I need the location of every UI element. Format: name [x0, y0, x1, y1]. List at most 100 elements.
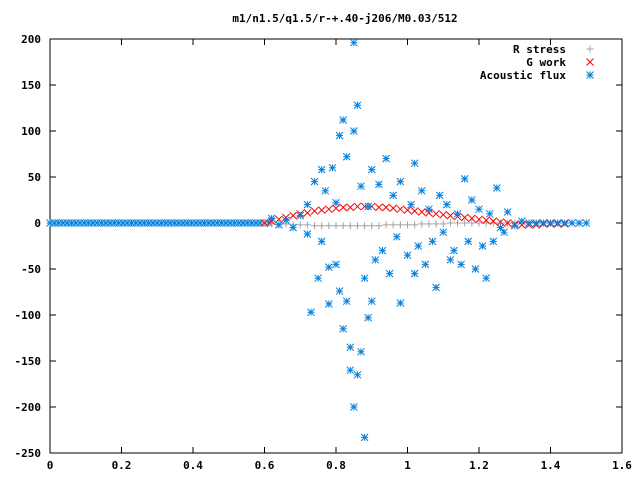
g-work-point: [303, 209, 312, 217]
acoustic-flux-point: [432, 283, 440, 292]
y-tick-label: 200: [21, 33, 41, 46]
x-tick-label: 1.2: [469, 459, 489, 472]
x-tick-label: 0: [47, 459, 54, 472]
acoustic-flux-point: [339, 116, 348, 124]
acoustic-flux-point: [396, 299, 405, 307]
acoustic-flux-point: [367, 297, 376, 306]
legend-label: R stress: [513, 43, 566, 56]
y-tick-label: -250: [15, 447, 42, 460]
acoustic-flux-point: [367, 165, 376, 174]
r-stress-point: [375, 222, 383, 230]
x-tick-label: 0.2: [112, 459, 132, 472]
acoustic-flux-point: [421, 260, 430, 269]
acoustic-flux-point: [575, 219, 583, 227]
x-tick-label: 1.4: [541, 459, 561, 472]
acoustic-flux-point: [303, 230, 312, 238]
r-stress-point: [411, 221, 419, 229]
acoustic-flux-point: [350, 403, 358, 411]
g-work-point: [425, 209, 433, 217]
acoustic-flux-point: [478, 242, 487, 250]
g-work-point: [460, 213, 469, 222]
series-1: [260, 202, 569, 229]
acoustic-flux-point: [410, 159, 419, 168]
acoustic-flux-point: [503, 208, 512, 216]
y-tick-label: 50: [28, 171, 41, 184]
g-work-point: [324, 205, 333, 214]
acoustic-flux-point: [353, 370, 362, 379]
r-stress-point: [404, 221, 411, 229]
acoustic-flux-point: [403, 251, 412, 260]
acoustic-flux-point: [303, 200, 312, 209]
r-stress-point: [346, 222, 354, 230]
g-work-point: [396, 205, 405, 214]
r-stress-point: [339, 222, 347, 230]
y-tick-label: -100: [15, 309, 42, 322]
acoustic-flux-point: [378, 246, 387, 255]
acoustic-flux-point: [553, 219, 562, 227]
acoustic-flux-point: [539, 219, 548, 227]
acoustic-flux-point: [371, 255, 380, 264]
series-2: [267, 38, 591, 442]
g-work-point: [496, 218, 505, 226]
g-work-point: [375, 203, 383, 212]
g-work-point: [382, 203, 390, 212]
x-tick-label: 1.6: [612, 459, 632, 472]
g-work-point: [346, 203, 355, 212]
acoustic-flux-point: [428, 237, 437, 246]
x-tick-label: 0.4: [183, 459, 203, 472]
r-stress-point: [296, 221, 304, 229]
g-work-point: [410, 207, 419, 215]
acoustic-flux-point: [317, 165, 326, 174]
acoustic-flux-point: [446, 255, 455, 264]
acoustic-flux-point: [339, 324, 348, 333]
legend-marker: [586, 58, 594, 66]
r-stress-point: [368, 222, 376, 230]
acoustic-flux-point: [392, 232, 401, 241]
acoustic-flux-point: [346, 366, 355, 375]
acoustic-flux-point: [425, 205, 433, 214]
r-stress-point: [475, 219, 483, 227]
g-work-point: [403, 206, 412, 214]
x-tick-label: 0.6: [255, 459, 275, 472]
legend-marker: [586, 45, 594, 53]
acoustic-flux-point: [267, 214, 276, 223]
acoustic-flux-point: [353, 101, 362, 110]
acoustic-flux-point: [450, 246, 458, 255]
acoustic-flux-point: [500, 228, 508, 237]
y-tick-label: 150: [21, 79, 41, 92]
acoustic-flux-point: [389, 191, 398, 200]
acoustic-flux-point: [282, 216, 290, 225]
acoustic-flux-point: [382, 154, 390, 163]
acoustic-flux-point: [346, 343, 355, 352]
acoustic-flux-point: [310, 177, 319, 186]
acoustic-flux-point: [396, 177, 405, 186]
acoustic-flux-point: [485, 209, 494, 218]
acoustic-flux-point: [332, 198, 340, 207]
acoustic-flux-point: [410, 269, 419, 278]
r-stress-point: [432, 220, 440, 228]
legend-label: Acoustic flux: [480, 69, 566, 82]
acoustic-flux-point: [417, 186, 426, 195]
acoustic-flux-point: [357, 347, 365, 356]
acoustic-flux-point: [464, 237, 473, 246]
y-tick-label: 0: [34, 217, 41, 230]
r-stress-point: [425, 220, 433, 228]
series-layer: [46, 38, 591, 442]
acoustic-flux-point: [324, 263, 333, 272]
g-work-point: [503, 219, 512, 227]
g-work-point: [367, 202, 376, 211]
acoustic-flux-point: [385, 269, 394, 278]
g-work-point: [446, 211, 455, 220]
acoustic-flux-point: [560, 219, 569, 227]
acoustic-flux-point: [360, 274, 369, 283]
acoustic-flux-point: [324, 300, 333, 308]
r-stress-point: [439, 220, 447, 228]
g-work-point: [274, 215, 283, 224]
legend-marker: [586, 71, 594, 79]
g-work-point: [518, 220, 526, 229]
acoustic-flux-point: [317, 237, 326, 246]
g-work-point: [353, 202, 362, 211]
r-stress-point: [389, 221, 397, 229]
